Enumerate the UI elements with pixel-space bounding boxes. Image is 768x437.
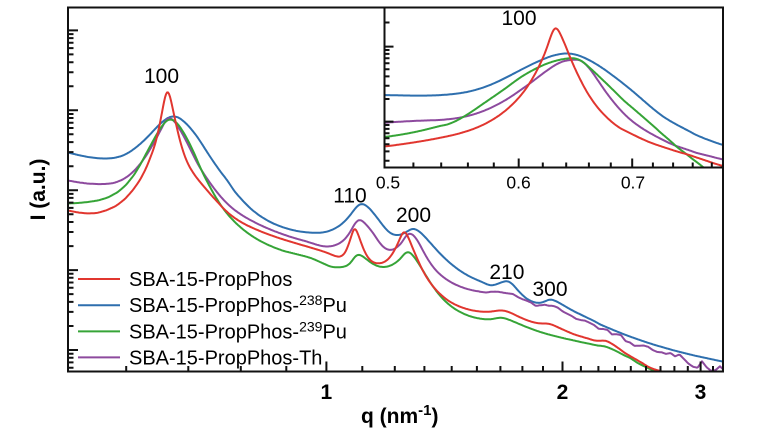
svg-text:SBA-15-PropPhos-238Pu: SBA-15-PropPhos-238Pu: [129, 292, 347, 317]
svg-text:SBA-15-PropPhos: SBA-15-PropPhos: [129, 269, 292, 291]
svg-text:100: 100: [501, 7, 536, 30]
svg-text:0.6: 0.6: [506, 173, 530, 193]
svg-text:110: 110: [333, 185, 366, 208]
svg-text:1: 1: [321, 381, 333, 404]
svg-text:3: 3: [695, 381, 707, 404]
svg-text:I (a.u.): I (a.u.): [27, 159, 50, 221]
svg-text:SBA-15-PropPhos-239Pu: SBA-15-PropPhos-239Pu: [129, 318, 347, 343]
svg-text:0.5: 0.5: [376, 173, 400, 193]
svg-text:2: 2: [557, 381, 569, 404]
svg-text:SBA-15-PropPhos-Th: SBA-15-PropPhos-Th: [129, 347, 322, 369]
svg-text:0.7: 0.7: [621, 173, 645, 193]
svg-text:200: 200: [396, 204, 431, 227]
svg-text:210: 210: [489, 261, 524, 284]
svg-text:300: 300: [532, 278, 567, 301]
svg-text:100: 100: [144, 65, 179, 88]
